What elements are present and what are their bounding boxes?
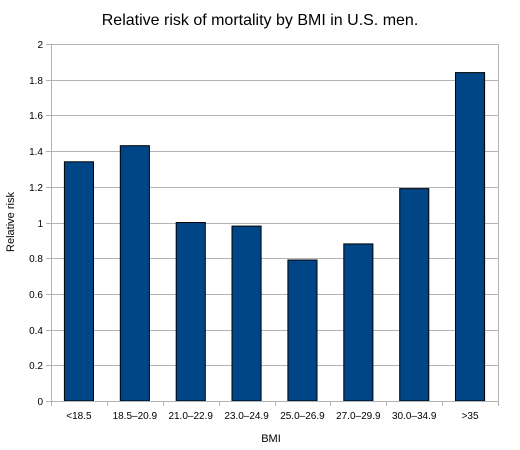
y-tick-label: 1.2 — [29, 183, 43, 194]
bar — [63, 161, 95, 402]
axes — [46, 44, 499, 406]
y-axis-label: Relative risk — [5, 192, 17, 252]
bar — [175, 222, 206, 402]
x-tick-label: 23.0–24.9 — [224, 411, 269, 422]
y-tick-label: 1.8 — [29, 76, 43, 87]
x-tick-labels: <18.5 18.5–20.9 21.0–22.9 23.0–24.9 25.0–26.… — [66, 411, 479, 422]
y-tick-label: 0 — [37, 397, 43, 408]
x-tick-label: <18.5 — [66, 411, 92, 422]
x-tick-label: 25.0–26.9 — [280, 411, 325, 422]
chart-title: Relative risk of mortality by BMI in U.S… — [102, 12, 419, 29]
x-tick-label: 27.0–29.9 — [336, 411, 381, 422]
gridlines — [51, 44, 498, 402]
x-tick-label: >35 — [462, 411, 479, 422]
y-tick-label: 2 — [37, 40, 43, 51]
bar — [399, 188, 430, 402]
y-tick-label: 1 — [37, 219, 43, 230]
bar — [231, 225, 262, 402]
y-tick-label: 1.6 — [29, 111, 43, 122]
y-tick-label: 0.6 — [29, 290, 43, 301]
y-tick-label: 0.2 — [29, 361, 43, 372]
y-tick-labels: 0 0.2 0.4 0.6 0.8 1 1.2 1.4 1.6 1.8 2 — [29, 40, 43, 408]
bar-group — [63, 72, 486, 402]
bar — [343, 243, 374, 402]
bar — [455, 72, 486, 402]
x-tick-label: 21.0–22.9 — [168, 411, 213, 422]
bar — [287, 259, 318, 402]
y-tick-label: 0.4 — [29, 326, 43, 337]
y-tick-label: 0.8 — [29, 254, 43, 265]
x-axis-label: BMI — [261, 433, 281, 445]
bar — [119, 145, 150, 402]
y-tick-label: 1.4 — [29, 147, 43, 158]
x-tick-label: 30.0–34.9 — [392, 411, 437, 422]
x-tick-label: 18.5–20.9 — [113, 411, 158, 422]
